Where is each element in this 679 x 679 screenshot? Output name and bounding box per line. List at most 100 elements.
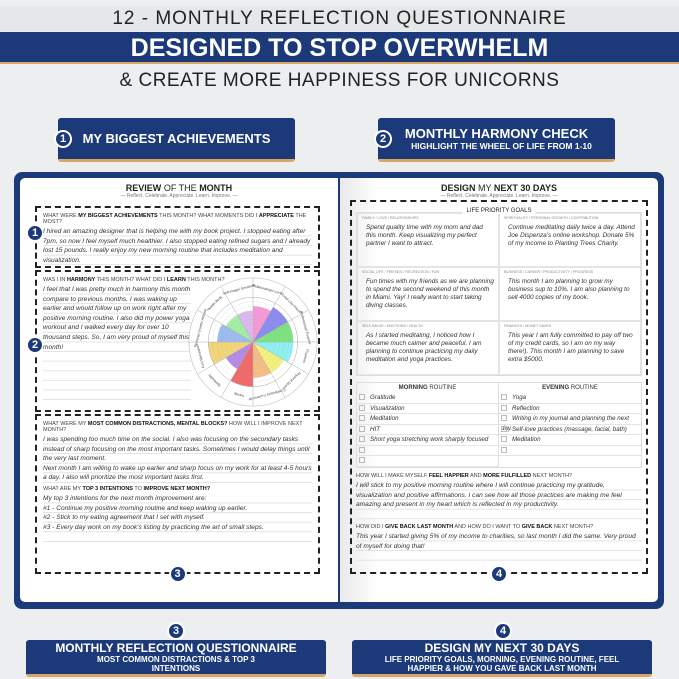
goal-cell[interactable]: Business / Career / Productivity / Progr… bbox=[499, 267, 641, 321]
wheel-segment[interactable] bbox=[225, 314, 253, 342]
question: What are my top 3 intentions to improve … bbox=[43, 485, 211, 492]
goal-cell[interactable]: Social Life / Friends / Recreation / Fun… bbox=[357, 267, 499, 321]
morning-routine: MORNING ROUTINE Gratitude Visualization Me… bbox=[357, 383, 499, 467]
wheel-divider bbox=[252, 309, 309, 343]
checkbox[interactable] bbox=[359, 446, 365, 453]
number-2-icon: 2 bbox=[26, 336, 44, 354]
wheel-segment[interactable] bbox=[230, 342, 253, 387]
routine-item[interactable]: Meditation bbox=[357, 414, 498, 425]
answer[interactable]: I feel that I was pretty much in harmony… bbox=[43, 285, 191, 405]
answer[interactable]: I hired an amazing designer that is help… bbox=[43, 227, 312, 266]
badge-subtitle: MOST COMMON DISTRACTIONS & TOP 3 INTENTI… bbox=[97, 655, 255, 673]
badge-3: MONTHLY REFLECTION QUESTIONNAIRE MOST CO… bbox=[26, 640, 326, 677]
checkbox[interactable] bbox=[501, 425, 507, 432]
routine-item[interactable] bbox=[499, 446, 641, 456]
badge-2: 2 MONTHLY HARMONY CHECK HIGHLIGHT THE WH… bbox=[374, 118, 615, 162]
routine-item[interactable]: Short yoga stretching work sharply focus… bbox=[357, 435, 498, 446]
answer[interactable]: I was spending too much time on the soci… bbox=[43, 435, 312, 483]
page-title: DESIGN MY NEXT 30 DAYS bbox=[440, 183, 558, 193]
planner-book: REVIEW OF THE MONTH — Reflect. Celebrate… bbox=[14, 172, 664, 609]
number-4-icon: 4 bbox=[494, 622, 512, 640]
routine-item[interactable]: Reflection bbox=[499, 404, 641, 414]
wheel-segment[interactable] bbox=[217, 324, 253, 342]
number-1-icon: 1 bbox=[54, 129, 72, 148]
wheel-segment[interactable] bbox=[253, 342, 284, 373]
wheel-segment[interactable] bbox=[253, 306, 271, 342]
wheel-segment[interactable] bbox=[237, 310, 253, 342]
left-page: REVIEW OF THE MONTH — Reflect. Celebrate… bbox=[20, 178, 338, 602]
page-title: REVIEW OF THE MONTH bbox=[125, 183, 233, 193]
wheel-grid-ring bbox=[217, 306, 289, 378]
wheel-divider bbox=[220, 341, 254, 398]
wheel-segment[interactable] bbox=[208, 342, 253, 365]
badge-subtitle: LIFE PRIORITY GOALS, MORNING, EVENING RO… bbox=[384, 655, 620, 673]
checkbox[interactable] bbox=[359, 415, 365, 422]
number-4-icon: 4 bbox=[490, 565, 508, 583]
routine-item-label: Yoga bbox=[512, 394, 527, 401]
page-subtitle: — Reflect. Celebrate. Appreciate. Learn.… bbox=[440, 193, 558, 199]
checkbox[interactable] bbox=[501, 404, 507, 411]
wheel-grid-ring bbox=[248, 337, 258, 347]
routine-item[interactable]: HIT bbox=[357, 425, 498, 435]
morning-routine-title: MORNING ROUTINE bbox=[398, 385, 457, 391]
checkbox[interactable] bbox=[501, 436, 507, 443]
routine-item[interactable]: Gratitude bbox=[357, 393, 498, 404]
checkbox[interactable] bbox=[359, 436, 365, 443]
page-subtitle: — Reflect. Celebrate. Appreciate. Learn.… bbox=[120, 193, 238, 199]
wheel-segment[interactable] bbox=[253, 321, 294, 342]
checkbox[interactable] bbox=[359, 404, 365, 411]
header-line-3: & CREATE MORE HAPPINESS FOR UNICORNS bbox=[119, 70, 560, 91]
badge-title: MONTHLY HARMONY CHECK bbox=[404, 126, 589, 141]
routine-item-label: Meditation bbox=[512, 436, 541, 443]
badge-title: MY BIGGEST ACHIEVEMENTS bbox=[82, 131, 271, 146]
checkbox[interactable] bbox=[359, 394, 365, 401]
wheel-segment[interactable] bbox=[225, 342, 253, 370]
goal-cell[interactable]: Family / Love / Relationships Spend quali… bbox=[357, 213, 499, 267]
routine-item[interactable]: Self-love practices (massage, facial, ba… bbox=[499, 425, 641, 435]
goal-cell[interactable]: Finances / Money Saved This year I am ful… bbox=[499, 321, 641, 375]
goals-title: LIFE PRIORITY GOALS bbox=[462, 208, 536, 214]
question: How will I make myself feel happier and … bbox=[356, 473, 572, 479]
routine-item[interactable]: Yoga bbox=[499, 393, 641, 404]
wheel-label: Relationships/ Love bbox=[252, 284, 282, 296]
wheel-divider bbox=[252, 341, 309, 375]
wheel-segment[interactable] bbox=[253, 307, 288, 342]
distractions-section: What were my most common distractions, m… bbox=[35, 414, 320, 583]
harmony-section: 2 Was I in harmony this month? What did … bbox=[26, 270, 321, 412]
badge-title: MONTHLY REFLECTION QUESTIONNAIRE bbox=[55, 641, 297, 655]
question: What were my biggest achievements this m… bbox=[43, 213, 307, 225]
wheel-grid-ring bbox=[239, 328, 267, 356]
wheel-grid-ring bbox=[212, 301, 294, 383]
wheel-segment[interactable] bbox=[253, 342, 294, 363]
wheel-segment[interactable] bbox=[253, 342, 271, 378]
checkbox[interactable] bbox=[501, 446, 507, 453]
answer[interactable]: This year I started giving 5% of my inco… bbox=[356, 532, 642, 562]
wheel-grid-ring bbox=[221, 310, 285, 374]
question: Was I in harmony this month? What did I … bbox=[43, 277, 225, 283]
header-line-2: DESIGNED TO STOP OVERWHELM bbox=[0, 32, 679, 64]
number-2-icon: 2 bbox=[374, 129, 392, 148]
checkbox[interactable] bbox=[501, 415, 507, 422]
routine-item[interactable]: Writing in my journal and planning the n… bbox=[499, 414, 641, 432]
checkbox[interactable] bbox=[359, 457, 365, 464]
checkbox[interactable] bbox=[359, 425, 365, 432]
routine-item[interactable]: Visualization bbox=[357, 404, 498, 414]
answer[interactable]: I will stick to my positive morning rout… bbox=[356, 481, 642, 521]
routine-item[interactable] bbox=[357, 456, 498, 467]
goal-cell[interactable]: Self-Image / Emotions / Health As I start… bbox=[357, 321, 499, 375]
routine-item[interactable] bbox=[357, 446, 498, 456]
goal-cell[interactable]: Spirituality / Personal Growth / Contrib… bbox=[499, 213, 641, 267]
checkbox[interactable] bbox=[501, 394, 507, 401]
badge-title: DESIGN MY NEXT 30 DAYS bbox=[424, 641, 580, 655]
answer[interactable]: My top 3 intentions for the next month i… bbox=[43, 493, 312, 544]
badge-1: 1 MY BIGGEST ACHIEVEMENTS bbox=[54, 118, 295, 162]
routine-item[interactable]: Meditation bbox=[499, 435, 641, 446]
wheel-label: Fun/ Recreation bbox=[195, 344, 205, 369]
achievements-section: 1 What were my biggest achievements this… bbox=[26, 206, 320, 268]
wheel-inner-ring bbox=[208, 297, 298, 387]
wheel-divider bbox=[220, 286, 254, 343]
right-page: DESIGN MY NEXT 30 DAYS — Reflect. Celebr… bbox=[340, 178, 658, 602]
wheel-label: Finances bbox=[302, 349, 310, 364]
routine-item-label: Self-love practices (massage, facial, ba… bbox=[512, 425, 627, 433]
